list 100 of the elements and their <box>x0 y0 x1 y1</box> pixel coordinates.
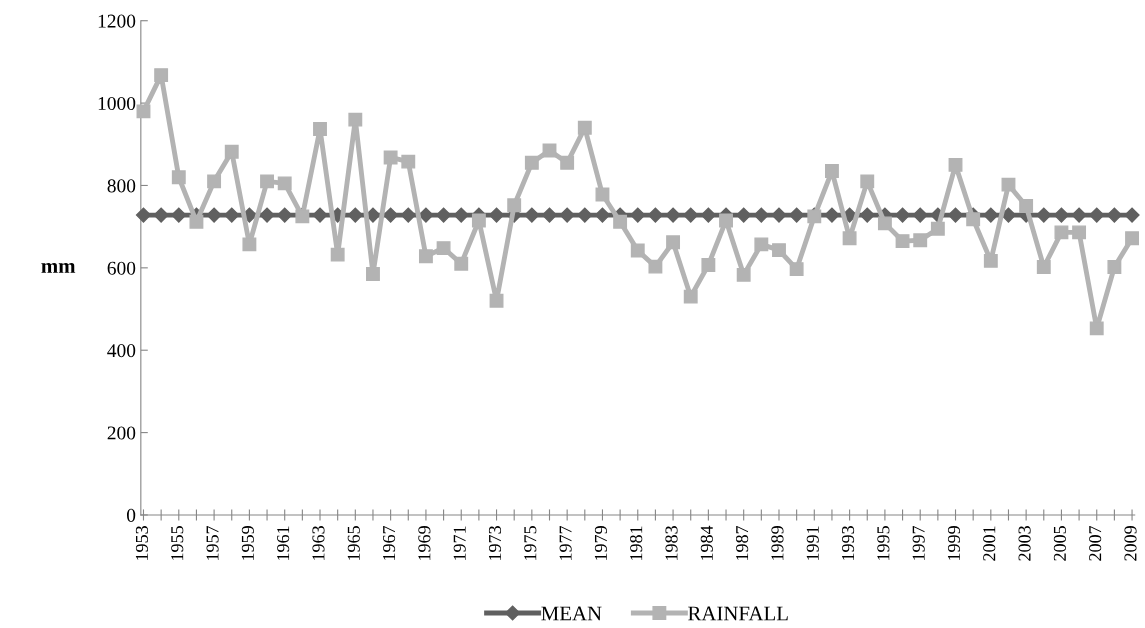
point <box>630 243 645 258</box>
point <box>966 212 981 227</box>
point <box>154 68 169 83</box>
x-tick-label: 1983 <box>665 526 678 560</box>
point <box>913 233 928 248</box>
x-tick-label: 1963 <box>312 526 325 560</box>
x-tick-label: 1987 <box>736 525 749 560</box>
point <box>330 247 345 262</box>
point <box>701 258 716 272</box>
x-tick-label: 1955 <box>171 526 184 560</box>
point <box>1107 260 1122 274</box>
point <box>259 207 275 223</box>
point <box>700 207 716 223</box>
x-tick-label: 1961 <box>277 526 290 560</box>
x-tick-label: 1957 <box>206 525 219 560</box>
y-tick-label: 600 <box>107 261 136 275</box>
point <box>366 267 380 281</box>
point <box>524 207 540 223</box>
x-tick-label: 1989 <box>771 526 784 560</box>
point <box>224 144 239 159</box>
point <box>453 207 469 223</box>
point <box>771 207 787 223</box>
point <box>683 289 698 304</box>
point <box>983 253 998 268</box>
x-tick-label: 1993 <box>841 526 855 560</box>
point <box>683 207 699 223</box>
point <box>507 198 522 213</box>
x-tick-label: 1984 <box>700 525 713 560</box>
point <box>613 214 628 229</box>
x-tick-label: 1981 <box>630 526 643 560</box>
point <box>1071 207 1087 223</box>
point <box>983 207 999 223</box>
point <box>383 150 398 165</box>
x-tick-label: 2009 <box>1124 526 1137 561</box>
y-tick-label: 200 <box>107 426 136 440</box>
point <box>1001 177 1016 192</box>
point <box>560 155 575 170</box>
point <box>401 154 416 169</box>
point <box>312 207 328 223</box>
x-tick-label: 1973 <box>488 526 502 560</box>
point <box>1124 207 1140 223</box>
x-tick-label: 1959 <box>241 526 254 560</box>
x-tick-label: 2003 <box>1018 526 1031 561</box>
point <box>313 122 327 136</box>
point <box>753 207 769 223</box>
point <box>860 174 875 189</box>
x-tick-label: 1995 <box>877 526 890 560</box>
point <box>524 155 539 170</box>
point <box>242 237 257 252</box>
x-tick-label: 1969 <box>418 526 431 560</box>
point <box>153 207 169 223</box>
point <box>418 249 433 264</box>
x-tick-label: 1967 <box>383 525 396 560</box>
point <box>277 176 292 191</box>
point <box>260 174 274 189</box>
point <box>842 231 857 246</box>
point <box>1036 207 1052 223</box>
point <box>948 157 963 172</box>
x-tick-label: 2005 <box>1053 526 1066 561</box>
point <box>912 207 928 223</box>
point <box>418 207 434 223</box>
point <box>206 207 222 223</box>
y-tick-label: 800 <box>107 179 136 193</box>
point <box>577 120 592 135</box>
point <box>383 207 399 223</box>
y-tick-label: 400 <box>107 344 136 358</box>
point <box>630 207 646 223</box>
legend-label: RAINFALL <box>688 606 788 621</box>
x-tick-label: 2007 <box>1089 525 1102 561</box>
point <box>1072 225 1087 240</box>
x-tick-label: 1979 <box>594 526 607 560</box>
point <box>541 207 558 223</box>
point <box>1106 207 1122 223</box>
point <box>789 207 805 223</box>
point <box>136 104 151 119</box>
point <box>171 207 187 223</box>
point <box>436 241 451 256</box>
point <box>1019 199 1034 214</box>
x-tick-label: 1965 <box>347 526 360 560</box>
point <box>825 164 839 178</box>
point <box>647 207 663 223</box>
point <box>665 207 681 223</box>
point <box>1089 321 1104 336</box>
point <box>895 234 910 249</box>
point <box>454 256 469 271</box>
point <box>1054 225 1069 240</box>
point <box>189 214 204 229</box>
point <box>489 293 504 308</box>
x-tick-label: 2001 <box>983 526 996 561</box>
y-tick-label: 1200 <box>98 14 136 28</box>
point <box>772 243 786 258</box>
point <box>930 221 945 236</box>
point <box>471 213 486 228</box>
point <box>754 237 769 252</box>
point <box>1089 207 1105 223</box>
point <box>1125 231 1139 246</box>
point <box>348 112 363 127</box>
point <box>207 174 222 189</box>
x-tick-label: 1953 <box>135 526 148 560</box>
point <box>171 170 186 185</box>
